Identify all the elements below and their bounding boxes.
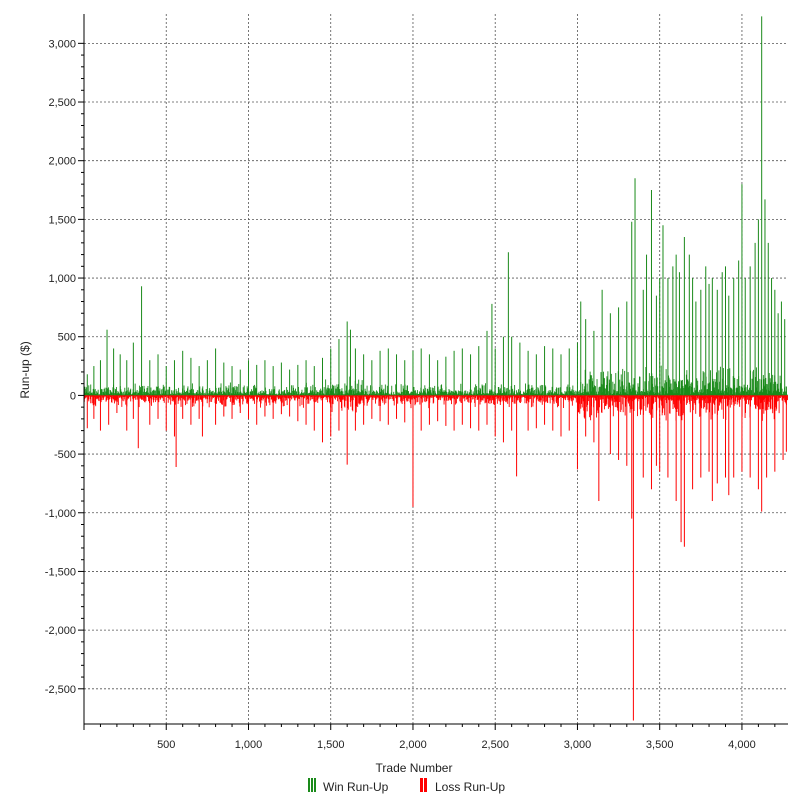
y-tick-label: -1,000	[45, 508, 76, 520]
series-loss-run-up	[83, 395, 788, 721]
x-tick-label: 4,000	[728, 739, 756, 751]
y-tick-label: 1,000	[48, 273, 76, 285]
x-tick-labels: 500 1,000 1,500 2,000 2,500 3,000 3,500 4,000	[157, 739, 756, 751]
y-tick-label: 2,000	[48, 156, 76, 168]
legend-label-loss: Loss Run-Up	[435, 780, 505, 794]
x-tick-label: 1,000	[235, 739, 263, 751]
plot-series	[83, 16, 788, 721]
y-tick-label: -1,500	[45, 566, 76, 578]
legend-item-win[interactable]: Win Run-Up	[308, 778, 389, 794]
y-tick-label: -500	[54, 449, 76, 461]
y-tick-label: 1,500	[48, 214, 76, 226]
y-axis-title: Run-up ($)	[18, 341, 32, 398]
x-axis-title: Trade Number	[376, 761, 453, 775]
legend-swatch-win	[308, 778, 316, 792]
y-tick-label: -2,000	[45, 625, 76, 637]
y-tick-label: 0	[70, 390, 76, 402]
gridlines	[84, 14, 788, 724]
y-tick-label: 2,500	[48, 97, 76, 109]
series-win-run-up	[83, 16, 788, 396]
x-tick-label: 1,500	[317, 739, 345, 751]
x-tick-label: 2,500	[481, 739, 509, 751]
legend-swatch-loss	[420, 778, 427, 792]
x-tick-label: 3,500	[646, 739, 674, 751]
x-tick-label: 3,000	[564, 739, 592, 751]
x-tick-label: 500	[157, 739, 175, 751]
y-tick-label: 3,000	[48, 38, 76, 50]
legend-item-loss[interactable]: Loss Run-Up	[420, 778, 505, 794]
x-tick-label: 2,000	[399, 739, 427, 751]
legend: Win Run-Up Loss Run-Up	[308, 778, 505, 794]
y-tick-labels: 3,000 2,500 2,000 1,500 1,000 500 0 -500 -1,000 -…	[45, 38, 76, 695]
y-tick-label: 500	[58, 332, 76, 344]
legend-label-win: Win Run-Up	[323, 780, 389, 794]
axes	[78, 14, 788, 730]
y-tick-label: -2,500	[45, 684, 76, 696]
